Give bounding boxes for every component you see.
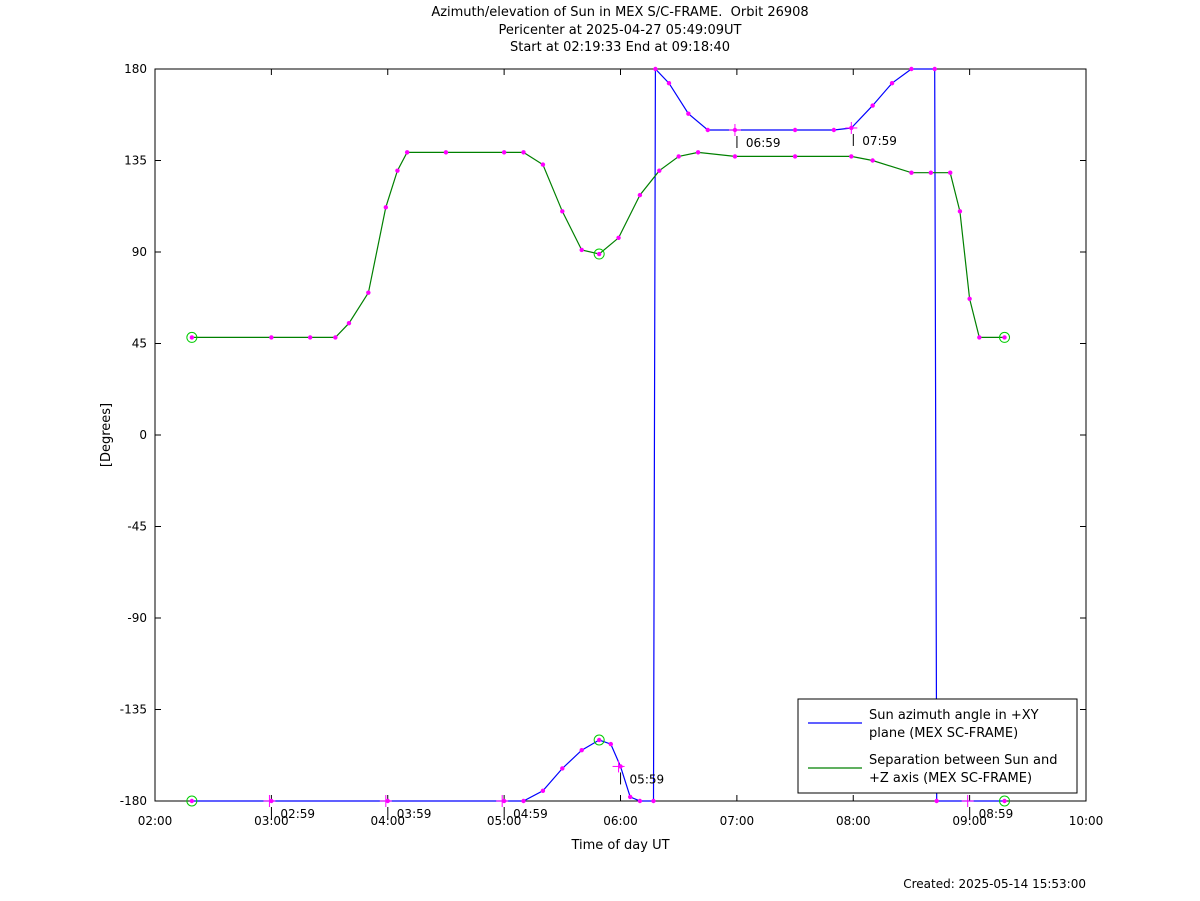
x-tick-label: 08:00 — [836, 814, 871, 828]
highlight-circle-marker — [593, 248, 605, 260]
created-timestamp: Created: 2025-05-14 15:53:00 — [903, 877, 1086, 891]
series-point — [705, 127, 710, 133]
series-point — [560, 209, 565, 214]
y-tick-label: -135 — [120, 703, 147, 717]
series-point — [616, 235, 621, 240]
series-point — [909, 170, 914, 175]
series-point — [928, 170, 934, 175]
highlight-circle-marker — [999, 331, 1011, 343]
series-point — [831, 127, 837, 133]
series-point — [596, 737, 602, 743]
series-point — [657, 168, 662, 173]
series-point — [366, 290, 371, 295]
plot-frame — [154, 68, 1087, 802]
series-point — [540, 162, 546, 167]
series-point — [395, 168, 400, 173]
y-axis-label: [Degrees] — [99, 403, 114, 467]
annotation-label: 06:59 — [746, 136, 781, 150]
y-tick-label: 90 — [132, 245, 147, 259]
x-tick-label: 04:00 — [370, 814, 405, 828]
series-point — [792, 127, 798, 133]
series-point — [792, 154, 798, 159]
series-point — [637, 798, 643, 804]
annotation-label: 04:59 — [513, 807, 548, 821]
series-point — [695, 150, 701, 155]
series-point — [189, 798, 195, 804]
series-point — [967, 296, 972, 301]
y-tick-label: 180 — [124, 62, 147, 76]
series-point — [1002, 335, 1007, 340]
series-point — [579, 747, 584, 753]
series-point — [666, 81, 672, 86]
legend-label-1: Sun azimuth angle in +XY plane (MEX SC-FR… — [869, 708, 1039, 741]
series-line-1 — [191, 67, 1005, 802]
annotation-label: 07:59 — [862, 134, 897, 148]
series-point — [932, 66, 937, 72]
series-point — [404, 150, 410, 155]
series-point — [977, 335, 982, 340]
x-tick-label: 03:00 — [254, 814, 289, 828]
series-point — [732, 154, 738, 159]
series-point — [346, 320, 352, 326]
series-point — [870, 103, 875, 108]
series-point — [889, 81, 895, 86]
x-tick-label: 07:00 — [720, 814, 755, 828]
series-point — [1002, 798, 1007, 804]
chart-subtitle-pericenter: Pericenter at 2025-04-27 05:49:09UT — [498, 22, 742, 38]
series-point — [383, 205, 389, 210]
series-point — [676, 154, 681, 159]
series-point — [579, 247, 584, 253]
annotation-label: 02:59 — [280, 807, 315, 821]
x-tick-label: 02:00 — [138, 814, 173, 828]
y-tick-label: 0 — [139, 428, 147, 442]
x-tick-label: 09:00 — [952, 814, 987, 828]
series-point — [627, 794, 633, 800]
annotation-label: 08:59 — [979, 807, 1014, 821]
highlight-circle-marker — [186, 331, 198, 343]
y-tick-label: 45 — [132, 337, 147, 351]
x-tick-label: 10:00 — [1069, 814, 1104, 828]
highlight-circle-marker — [186, 795, 198, 807]
series-point — [849, 154, 854, 159]
series-point — [521, 798, 526, 804]
series-point — [521, 150, 526, 155]
series-point — [948, 170, 953, 175]
series-point — [189, 335, 195, 340]
series-point — [596, 251, 602, 257]
series-point — [307, 335, 313, 340]
series-point — [269, 335, 274, 340]
series-point — [443, 150, 449, 155]
series-point — [540, 788, 546, 794]
series-point — [957, 209, 963, 214]
legend-box — [797, 698, 1078, 794]
series-point — [608, 741, 614, 747]
series-point — [501, 150, 507, 155]
annotation-label: 05:59 — [630, 772, 665, 786]
highlight-circle-marker — [593, 734, 605, 746]
series-point — [637, 192, 643, 198]
legend-label-2: Separation between Sun and +Z axis (MEX S… — [869, 753, 1057, 786]
y-tick-label: -90 — [127, 611, 147, 625]
y-tick-label: -180 — [120, 794, 147, 808]
series-point — [651, 798, 656, 804]
series-point — [653, 66, 658, 72]
annotation-label: 03:59 — [397, 807, 432, 821]
series-point — [909, 66, 914, 72]
series-point — [870, 158, 875, 163]
y-tick-label: -45 — [127, 520, 147, 534]
x-axis-label: Time of day UT — [570, 838, 669, 853]
highlight-circle-marker — [999, 795, 1011, 807]
series-point — [686, 111, 691, 116]
series-point — [934, 798, 939, 804]
series-line-2 — [191, 151, 1005, 338]
chart-subtitle-start-end: Start at 02:19:33 End at 09:18:40 — [509, 40, 731, 55]
chart-title-block: Azimuth/elevation of Sun in MEX S/C-FRAM… — [0, 4, 1200, 57]
chart-title: Azimuth/elevation of Sun in MEX S/C-FRAM… — [431, 5, 809, 20]
series-point — [560, 766, 565, 771]
series-point — [333, 335, 338, 340]
x-tick-label: 06:00 — [603, 814, 638, 828]
y-tick-label: 135 — [124, 154, 147, 168]
x-tick-label: 05:00 — [487, 814, 522, 828]
